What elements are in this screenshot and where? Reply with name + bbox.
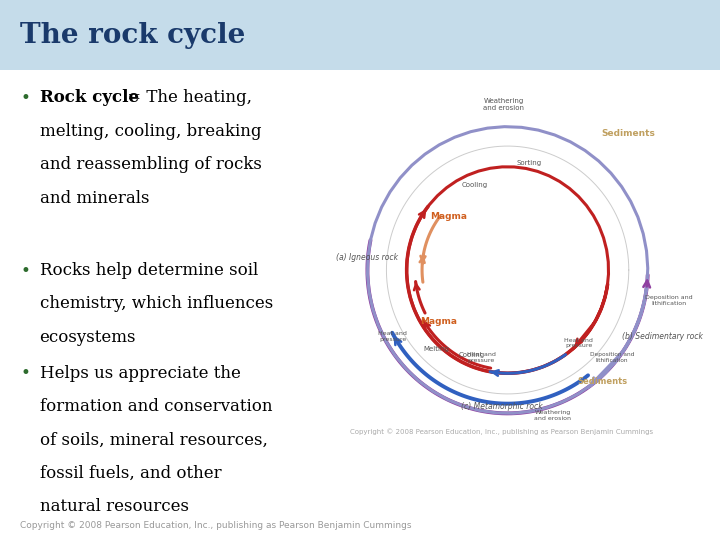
- Text: The rock cycle: The rock cycle: [20, 22, 246, 49]
- Bar: [0, 54, 720, 56]
- Text: and minerals: and minerals: [40, 190, 149, 206]
- Bar: [0, 0, 720, 70]
- Bar: [0, 15, 720, 17]
- Bar: [0, 35, 720, 37]
- Text: Deposition and
lithification: Deposition and lithification: [590, 352, 634, 363]
- Bar: [0, 0, 720, 2]
- Text: Magma: Magma: [420, 316, 457, 326]
- Bar: [0, 14, 720, 16]
- Bar: [0, 63, 720, 65]
- Text: and reassembling of rocks: and reassembling of rocks: [40, 156, 261, 173]
- Text: fossil fuels, and other: fossil fuels, and other: [40, 465, 221, 482]
- Bar: [0, 59, 720, 62]
- Text: natural resources: natural resources: [40, 498, 189, 515]
- Text: (c) Metamorphic rock: (c) Metamorphic rock: [461, 402, 542, 410]
- Text: melting, cooling, breaking: melting, cooling, breaking: [40, 123, 261, 139]
- Bar: [0, 49, 720, 51]
- Bar: [0, 19, 720, 21]
- Text: •: •: [20, 364, 30, 382]
- Text: Helps us appreciate the: Helps us appreciate the: [40, 364, 240, 381]
- Bar: [0, 56, 720, 58]
- Text: (a) Igneous rock: (a) Igneous rock: [336, 253, 398, 262]
- Text: Copyright © 2008 Pearson Education, Inc., publishing as Pearson Benjamin Cumming: Copyright © 2008 Pearson Education, Inc.…: [350, 428, 653, 435]
- Bar: [0, 12, 720, 14]
- Bar: [0, 50, 720, 53]
- Bar: [0, 64, 720, 67]
- Bar: [0, 36, 720, 39]
- Bar: [0, 24, 720, 26]
- Bar: [0, 8, 720, 10]
- Bar: [0, 40, 720, 42]
- Bar: [0, 45, 720, 48]
- Text: Deposition and
lithification: Deposition and lithification: [645, 295, 693, 306]
- Bar: [0, 47, 720, 49]
- Text: Weathering
and erosion: Weathering and erosion: [484, 98, 524, 111]
- Bar: [0, 38, 720, 40]
- Bar: [0, 21, 720, 23]
- Text: chemistry, which influences: chemistry, which influences: [40, 295, 273, 312]
- Text: (b) Sedimentary rock: (b) Sedimentary rock: [621, 332, 703, 341]
- Text: formation and conservation: formation and conservation: [40, 398, 272, 415]
- Bar: [0, 61, 720, 63]
- Bar: [0, 66, 720, 69]
- Text: Rock cycle: Rock cycle: [40, 89, 138, 106]
- Bar: [0, 68, 720, 70]
- Text: Sorting: Sorting: [516, 160, 541, 166]
- Text: Weathering
and erosion: Weathering and erosion: [534, 410, 571, 421]
- Text: Heat and
pressure: Heat and pressure: [467, 352, 496, 363]
- Text: Heat and
pressure: Heat and pressure: [564, 338, 593, 348]
- Bar: [0, 28, 720, 30]
- Bar: [0, 33, 720, 35]
- Text: Heat and
pressure: Heat and pressure: [378, 332, 407, 342]
- Text: of soils, mineral resources,: of soils, mineral resources,: [40, 431, 267, 448]
- Bar: [0, 52, 720, 55]
- Text: Sediments: Sediments: [577, 377, 628, 386]
- Bar: [0, 10, 720, 12]
- Text: Rocks help determine soil: Rocks help determine soil: [40, 262, 258, 279]
- Bar: [0, 5, 720, 7]
- Text: Cooling: Cooling: [462, 182, 487, 188]
- Text: •: •: [20, 89, 30, 107]
- Text: Copyright © 2008 Pearson Education, Inc., publishing as Pearson Benjamin Cumming: Copyright © 2008 Pearson Education, Inc.…: [20, 521, 412, 530]
- Text: Cooling: Cooling: [459, 352, 485, 358]
- Bar: [0, 17, 720, 19]
- Bar: [0, 42, 720, 44]
- Text: Sediments: Sediments: [602, 130, 656, 138]
- Text: •: •: [20, 262, 30, 280]
- Text: Melting: Melting: [423, 346, 449, 352]
- Bar: [0, 26, 720, 28]
- Bar: [0, 57, 720, 60]
- Bar: [0, 31, 720, 33]
- Bar: [0, 29, 720, 31]
- Bar: [0, 43, 720, 45]
- Bar: [0, 6, 720, 9]
- Bar: [0, 22, 720, 24]
- Text: Magma: Magma: [430, 212, 467, 221]
- Bar: [0, 3, 720, 5]
- Text: = The heating,: = The heating,: [122, 89, 253, 106]
- Text: ecosystems: ecosystems: [40, 329, 136, 346]
- Bar: [0, 1, 720, 3]
